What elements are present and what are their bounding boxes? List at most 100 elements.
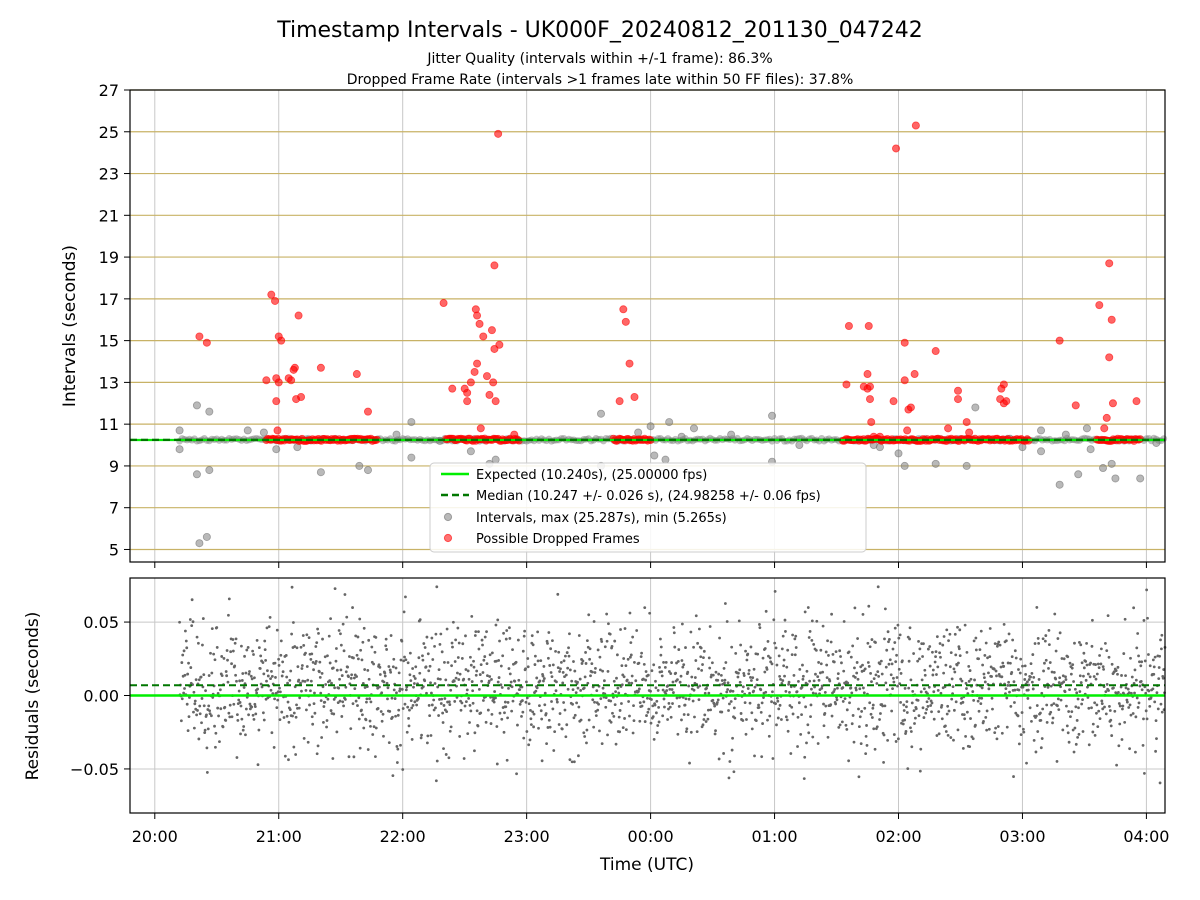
residual-point — [810, 687, 813, 691]
residual-point — [621, 726, 625, 729]
residual-point — [781, 679, 785, 682]
residual-point — [503, 711, 506, 715]
residual-point — [667, 707, 670, 711]
residual-point — [572, 760, 576, 764]
residual-point — [409, 699, 413, 702]
residual-point — [747, 672, 751, 676]
residual-point — [314, 645, 318, 648]
residual-point — [850, 722, 854, 726]
residual-point — [605, 612, 609, 616]
residual-point — [925, 707, 928, 711]
residual-point — [483, 635, 487, 639]
residual-point — [967, 664, 971, 668]
residual-point — [541, 674, 545, 678]
residual-point — [398, 687, 402, 691]
residual-point — [628, 655, 632, 659]
residual-point — [535, 676, 539, 680]
residual-point — [1148, 704, 1152, 708]
residual-point — [594, 666, 597, 670]
residual-point — [178, 620, 181, 624]
residual-point — [339, 668, 343, 672]
residual-point — [931, 668, 935, 672]
dropped-frame-point — [999, 399, 1008, 408]
residual-point — [453, 700, 457, 703]
residual-point — [728, 702, 731, 706]
residual-point — [374, 635, 378, 639]
residual-point — [1051, 716, 1055, 720]
residual-point — [477, 687, 481, 691]
residual-point — [413, 700, 417, 704]
residual-point — [344, 685, 348, 689]
residual-point — [312, 702, 316, 706]
residual-point — [952, 708, 956, 712]
residual-point — [835, 698, 839, 702]
residual-point — [626, 657, 630, 661]
residual-point — [861, 612, 865, 616]
residual-point — [325, 725, 328, 729]
x-tick-label: 02:00 — [875, 827, 921, 846]
residual-point — [651, 704, 655, 708]
residual-point — [576, 686, 580, 690]
residual-point — [294, 715, 298, 719]
residual-point — [214, 731, 218, 735]
residual-point — [908, 626, 912, 630]
residual-point — [311, 660, 315, 664]
residual-point — [748, 691, 751, 695]
residual-point — [1098, 717, 1102, 721]
residual-point — [766, 640, 770, 643]
dropped-frame-point — [466, 378, 475, 387]
residual-point — [441, 711, 445, 715]
residual-point — [331, 666, 335, 670]
residual-point — [829, 703, 833, 707]
residual-point — [205, 746, 209, 750]
residual-point — [1119, 685, 1123, 689]
residual-point — [479, 711, 483, 715]
residual-point — [910, 701, 914, 705]
residual-point — [333, 587, 337, 590]
residual-point — [640, 704, 644, 708]
residual-point — [1125, 700, 1129, 704]
residual-point — [1028, 706, 1032, 710]
residuals-y-tick-label: −0.05 — [70, 760, 119, 779]
residual-point — [262, 718, 266, 722]
residual-point — [316, 744, 320, 748]
residual-point — [706, 717, 710, 721]
residual-point — [498, 639, 501, 643]
residual-point — [399, 743, 402, 747]
residual-point — [228, 703, 232, 707]
residual-point — [1130, 675, 1134, 679]
interval-outlier-point — [971, 403, 980, 412]
residual-point — [701, 663, 704, 666]
interval-outlier-point — [175, 445, 184, 454]
residual-point — [1157, 677, 1161, 681]
residual-point — [696, 641, 700, 645]
dropped-frame-point — [267, 290, 276, 299]
residual-point — [550, 675, 554, 679]
residual-point — [1162, 668, 1166, 671]
residual-point — [952, 667, 956, 671]
intervals-y-tick-label: 11 — [99, 415, 119, 434]
residual-point — [183, 687, 186, 690]
residual-point — [930, 701, 934, 705]
residual-point — [317, 632, 320, 635]
residual-point — [555, 700, 559, 704]
residual-point — [814, 672, 817, 676]
residual-point — [651, 715, 655, 718]
residual-point — [591, 685, 595, 689]
residual-point — [221, 725, 225, 729]
residual-point — [939, 691, 943, 695]
residual-point — [274, 676, 277, 679]
residual-point — [410, 706, 414, 710]
residual-point — [349, 727, 353, 731]
residual-point — [547, 631, 551, 634]
dropped-frame-point — [274, 378, 283, 387]
residual-point — [425, 635, 429, 639]
residual-point — [572, 660, 575, 663]
residual-point — [502, 730, 506, 734]
residual-point — [893, 641, 897, 644]
residual-point — [617, 715, 621, 719]
interval-outlier-point — [646, 422, 655, 431]
residual-point — [1132, 681, 1136, 685]
residual-point — [289, 669, 293, 673]
